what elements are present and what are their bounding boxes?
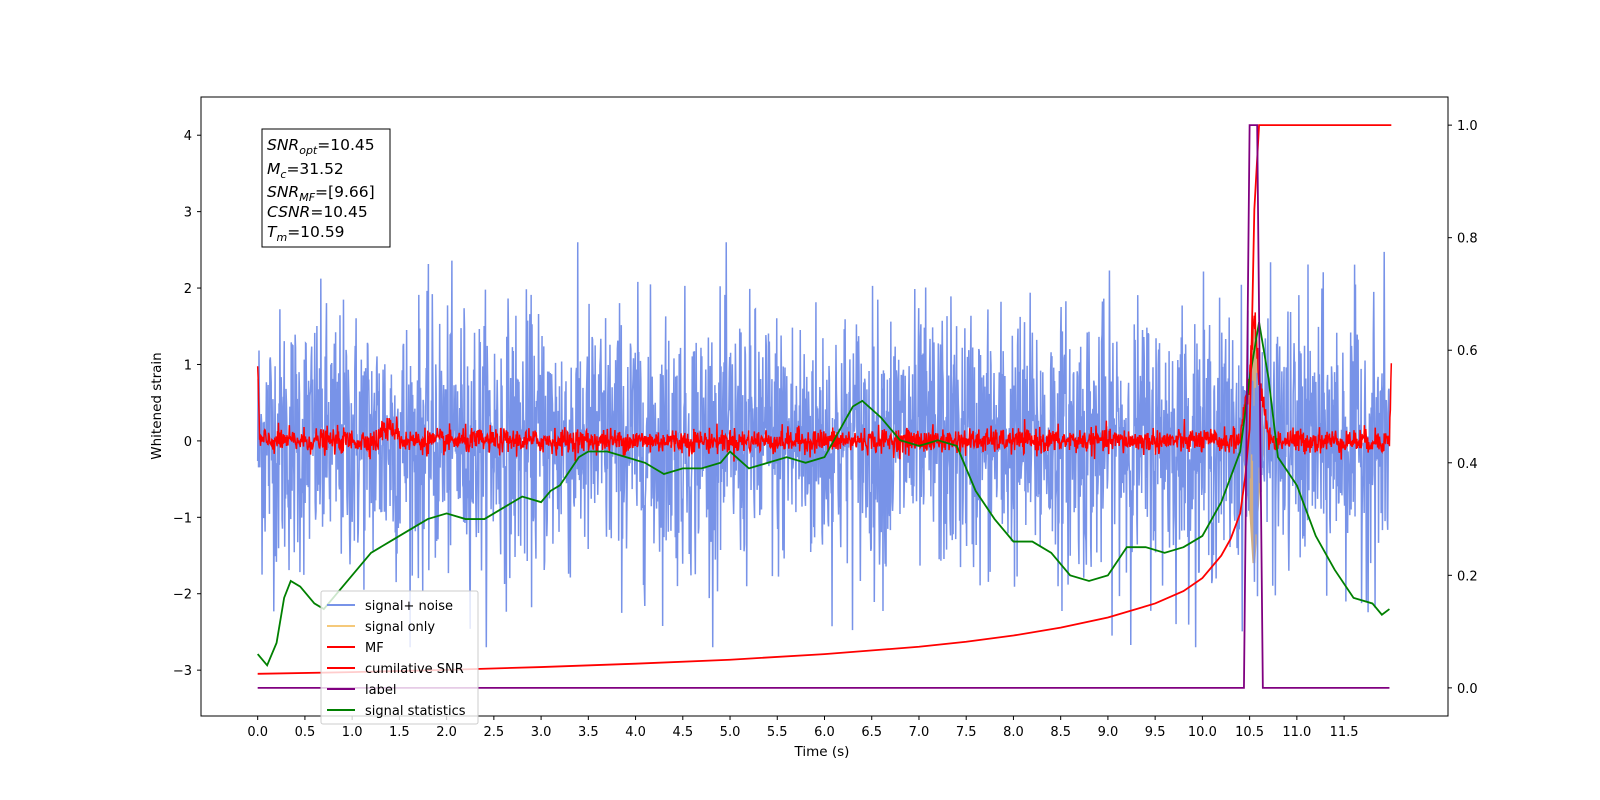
x-tick-label: 7.5 xyxy=(956,725,977,740)
annotation-snr-opt: SNRopt=10.45 xyxy=(267,136,375,157)
y-axis-label: Whitened strain xyxy=(149,352,165,459)
annotation-snr-mf: SNRMF=[9.66] xyxy=(267,183,375,204)
legend-label-mf: MF xyxy=(365,641,384,656)
y-tick-label: −2 xyxy=(173,588,192,603)
x-axis-ticks: 0.0 0.5 1.0 1.5 2.0 2.5 3.0 3.5 4.0 4.5 5.0 5.5 6.0 6… xyxy=(247,716,1359,740)
x-tick-label: 3.5 xyxy=(578,725,599,740)
series-cumulative-snr xyxy=(257,124,1392,675)
x-tick-label: 4.5 xyxy=(672,725,693,740)
y2-tick-label: 1.0 xyxy=(1457,119,1478,134)
y2-tick-label: 0.2 xyxy=(1457,569,1478,584)
legend-label-signal-statistics: signal statistics xyxy=(365,704,466,719)
x-tick-label: 5.0 xyxy=(720,725,741,740)
x-tick-label: 4.0 xyxy=(625,725,646,740)
x-tick-label: 6.5 xyxy=(861,725,882,740)
series-mf xyxy=(256,312,1393,462)
x-tick-label: 0.0 xyxy=(247,725,268,740)
x-tick-label: 3.0 xyxy=(531,725,552,740)
x-tick-label: 10.0 xyxy=(1188,725,1217,740)
annotation-box: SNRopt=10.45 Mc=31.52 SNRMF=[9.66] CSNR=… xyxy=(261,128,391,248)
x-tick-label: 0.5 xyxy=(295,725,316,740)
x-tick-label: 8.5 xyxy=(1050,725,1071,740)
x-tick-label: 2.5 xyxy=(484,725,505,740)
legend: signal+ noise signal only MF cumilative … xyxy=(320,590,479,725)
x-tick-label: 9.5 xyxy=(1145,725,1166,740)
y-tick-label: 4 xyxy=(184,129,192,144)
x-tick-label: 6.0 xyxy=(814,725,835,740)
annotation-mc: Mc=31.52 xyxy=(267,160,344,181)
y-tick-label: 2 xyxy=(184,282,192,297)
y2-tick-label: 0.0 xyxy=(1457,682,1478,697)
y2-tick-label: 0.4 xyxy=(1457,457,1478,472)
x-tick-label: 5.5 xyxy=(767,725,788,740)
y2-tick-label: 0.6 xyxy=(1457,344,1478,359)
x-tick-label: 1.0 xyxy=(342,725,363,740)
x-tick-label: 11.5 xyxy=(1330,725,1359,740)
annotation-tm: Tm=10.59 xyxy=(267,223,345,244)
legend-label-signal-noise: signal+ noise xyxy=(365,599,453,614)
x-tick-label: 8.0 xyxy=(1003,725,1024,740)
y-tick-label: 1 xyxy=(184,358,192,373)
x-tick-label: 9.0 xyxy=(1098,725,1119,740)
y-tick-label: 3 xyxy=(184,206,192,221)
x-tick-label: 2.0 xyxy=(436,725,457,740)
legend-label-label: label xyxy=(365,683,396,698)
series-signal-statistics xyxy=(256,321,1390,668)
x-tick-label: 10.5 xyxy=(1235,725,1264,740)
x-axis-label: Time (s) xyxy=(794,744,850,760)
y2-axis-ticks: 1.0 0.8 0.6 0.4 0.2 0.0 xyxy=(1448,119,1478,697)
x-tick-label: 1.5 xyxy=(389,725,410,740)
y2-tick-label: 0.8 xyxy=(1457,232,1478,247)
x-tick-label: 11.0 xyxy=(1282,725,1311,740)
legend-label-signal-only: signal only xyxy=(365,620,435,635)
x-tick-label: 7.0 xyxy=(909,725,930,740)
series-label xyxy=(257,124,1390,689)
legend-label-cumulative-snr: cumilative SNR xyxy=(365,662,464,677)
y-axis-ticks: 4 3 2 1 0 −1 −2 −3 xyxy=(173,129,201,679)
y-tick-label: −3 xyxy=(173,664,192,679)
y-tick-label: −1 xyxy=(173,511,192,526)
annotation-csnr: CSNR=10.45 xyxy=(267,203,368,221)
plot-area xyxy=(256,124,1393,689)
y-tick-label: 0 xyxy=(184,435,192,450)
